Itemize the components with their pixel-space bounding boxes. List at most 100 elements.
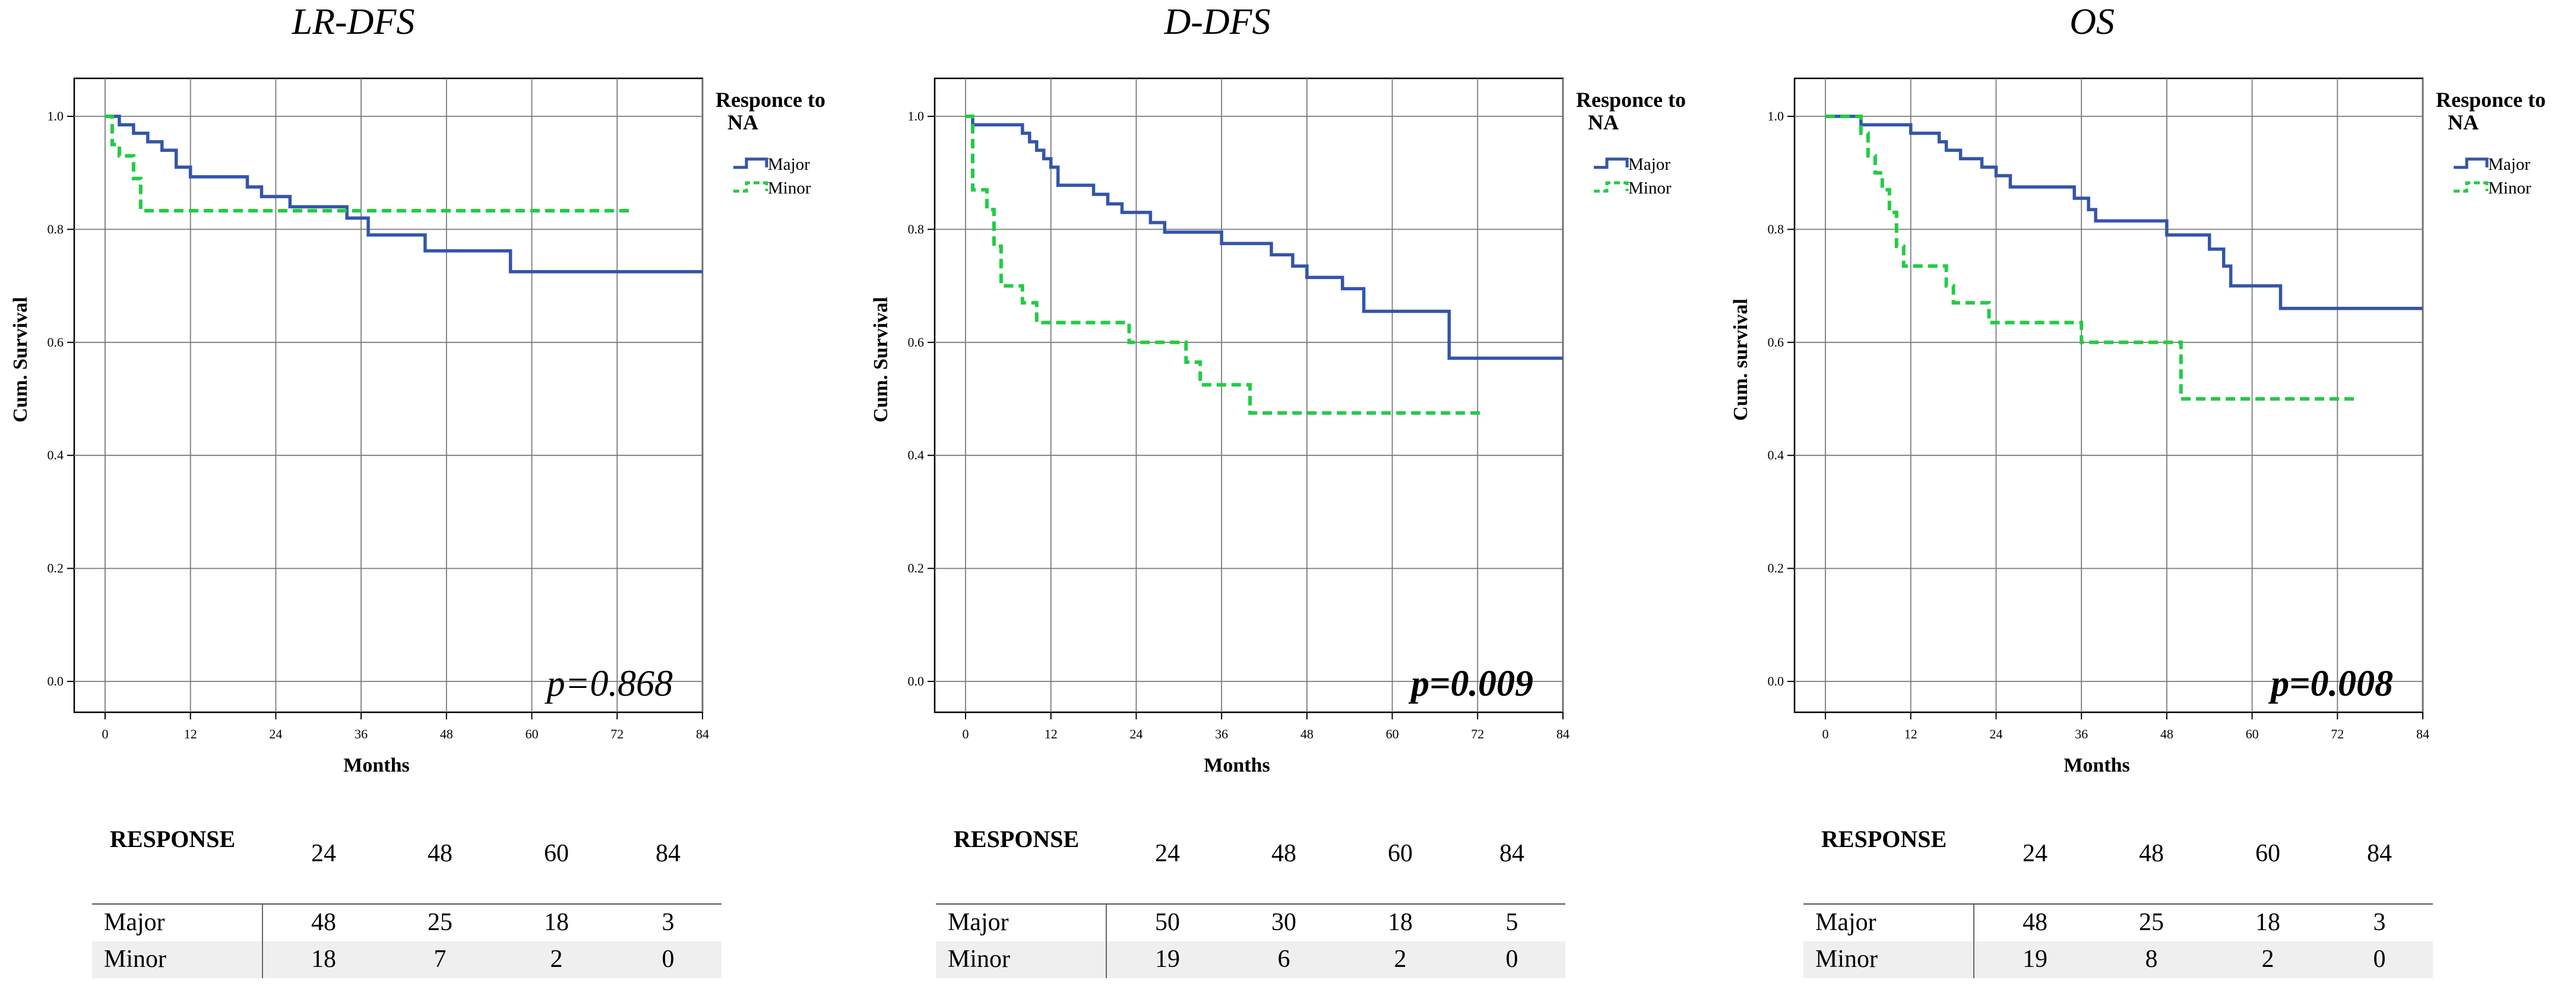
y-tick-label: 0.2 — [1768, 561, 1784, 576]
x-axis-label: Months — [2064, 754, 2129, 776]
risk-cell: 7 — [433, 946, 447, 973]
y-tick-label: 1.0 — [1768, 109, 1784, 123]
km-curve-minor — [105, 115, 632, 212]
risk-cell: 5 — [1505, 909, 1518, 936]
risk-time-24: 24 — [311, 840, 336, 867]
y-tick-label: 0.0 — [908, 674, 925, 689]
risk-cell: 18 — [1388, 909, 1413, 936]
risk-table-rule — [92, 903, 721, 905]
y-tick-label: 1.0 — [908, 109, 925, 123]
legend-swatch-major — [2454, 157, 2489, 169]
x-tick-label: 0 — [102, 727, 109, 741]
x-tick-label: 36 — [355, 727, 368, 741]
legend-swatch-minor — [1594, 181, 1629, 193]
risk-cell: 25 — [2139, 909, 2164, 936]
risk-cell: 48 — [2023, 909, 2047, 936]
p-value: p=0.009 — [1408, 664, 1533, 704]
km-plot: 0 12 24 36 48 60 72 84 0.0 0.2 0.4 0.6 0.8 1.0 Months C… — [1730, 77, 2546, 776]
risk-table-rule — [1803, 903, 2433, 905]
p-value: p=0.868 — [545, 664, 673, 704]
x-tick-label: 24 — [1989, 727, 2002, 741]
x-axis-label: Months — [343, 754, 409, 776]
x-tick-label: 36 — [2075, 727, 2088, 741]
risk-cell: 19 — [2023, 946, 2047, 973]
x-tick-label: 84 — [1556, 727, 1569, 741]
x-tick-label: 60 — [526, 727, 539, 741]
risk-table-header: RESPONSE — [110, 826, 236, 852]
legend-title: Responce to NA — [716, 88, 825, 134]
risk-row-label: Major — [1815, 909, 1876, 936]
x-tick-label: 72 — [610, 727, 624, 741]
risk-row-major: Major 50 30 18 5 — [936, 905, 1565, 941]
risk-time-84: 84 — [1499, 840, 1524, 867]
x-tick-label: 36 — [1215, 727, 1228, 741]
y-tick-label: 1.0 — [48, 109, 64, 123]
x-axis-label: Months — [1204, 754, 1270, 776]
risk-cell: 3 — [2373, 909, 2386, 936]
risk-time-84: 84 — [2367, 840, 2392, 867]
x-tick-label: 84 — [696, 727, 709, 741]
risk-cell: 3 — [662, 909, 675, 936]
plot-frame — [73, 77, 704, 713]
y-tick-label: 0.8 — [1768, 221, 1784, 236]
y-tick-label: 0.6 — [1768, 335, 1784, 350]
legend-title: Responce to NA — [2436, 88, 2546, 134]
risk-table-rule — [936, 903, 1565, 905]
legend-label-minor: Minor — [1628, 179, 1672, 198]
risk-cell: 0 — [1505, 946, 1518, 973]
y-tick-label: 0.8 — [908, 221, 925, 236]
risk-cell: 30 — [1271, 909, 1296, 936]
km-plot: 0 12 24 36 48 60 72 84 0.0 0.2 0.4 0.6 0.8 1.0 Months C… — [870, 77, 1686, 776]
x-tick-label: 12 — [1045, 727, 1058, 741]
legend-label-major: Major — [2488, 155, 2530, 174]
risk-row-major: Major 48 25 18 3 — [92, 905, 721, 941]
risk-row-label: Minor — [948, 946, 1010, 973]
risk-time-24: 24 — [2023, 840, 2047, 867]
risk-row-label: Minor — [1815, 946, 1878, 973]
risk-row-minor: Minor 18 7 2 0 — [92, 941, 721, 978]
chart-title: OS — [2069, 2, 2115, 42]
x-tick-label: 24 — [269, 727, 282, 741]
risk-time-48: 48 — [428, 840, 452, 867]
x-tick-label: 12 — [1904, 727, 1917, 741]
risk-cell: 18 — [2255, 909, 2280, 936]
legend-label-major: Major — [768, 155, 810, 174]
risk-cell: 2 — [2261, 946, 2274, 973]
x-tick-label: 84 — [2416, 727, 2429, 741]
y-tick-label: 0.2 — [908, 561, 925, 576]
chart-title: D-DFS — [1164, 2, 1271, 42]
risk-row-minor: Minor 19 6 2 0 — [936, 941, 1565, 978]
x-tick-label: 0 — [1822, 727, 1829, 741]
legend-title: Responce to NA — [1576, 88, 1686, 134]
y-tick-label: 0.4 — [908, 448, 925, 462]
risk-table-header: RESPONSE — [1821, 826, 1947, 852]
risk-table-divider — [262, 905, 263, 978]
risk-table-divider — [1106, 905, 1107, 978]
y-tick-label: 0.2 — [48, 561, 64, 576]
legend-swatch-minor — [733, 181, 768, 193]
x-tick-label: 60 — [2246, 727, 2259, 741]
km-plot: 0 12 24 36 48 60 72 84 0.0 0.2 0.4 0.6 0.8 1.0 Months C… — [10, 77, 825, 776]
chart-panel-lr-dfs: LR-DFS 0 12 24 36 48 60 72 84 0.0 0.2 0.4 0.6 0.8 1.0… — [0, 0, 859, 996]
y-tick-label: 0.6 — [908, 335, 925, 350]
legend-label-minor: Minor — [768, 179, 811, 198]
risk-time-48: 48 — [1271, 840, 1296, 867]
y-axis-label: Cum. Survival — [10, 297, 31, 423]
x-tick-label: 48 — [440, 727, 453, 741]
y-tick-label: 0.6 — [48, 335, 64, 350]
y-axis-label: Cum. Survival — [870, 297, 892, 423]
y-tick-label: 0.0 — [48, 674, 64, 689]
risk-cell: 2 — [1394, 946, 1407, 973]
x-tick-label: 12 — [184, 727, 197, 741]
p-value: p=0.008 — [2268, 664, 2393, 704]
x-tick-label: 72 — [1471, 727, 1484, 741]
legend-label-minor: Minor — [2488, 179, 2531, 198]
risk-cell: 0 — [662, 946, 675, 973]
risk-time-84: 84 — [656, 840, 681, 867]
risk-row-major: Major 48 25 18 3 — [1803, 905, 2433, 941]
y-axis-label: Cum. survival — [1730, 299, 1752, 421]
risk-cell: 0 — [2373, 946, 2386, 973]
y-tick-label: 0.0 — [1768, 674, 1784, 689]
legend-swatch-major — [733, 157, 768, 169]
risk-table-header: RESPONSE — [954, 826, 1080, 852]
